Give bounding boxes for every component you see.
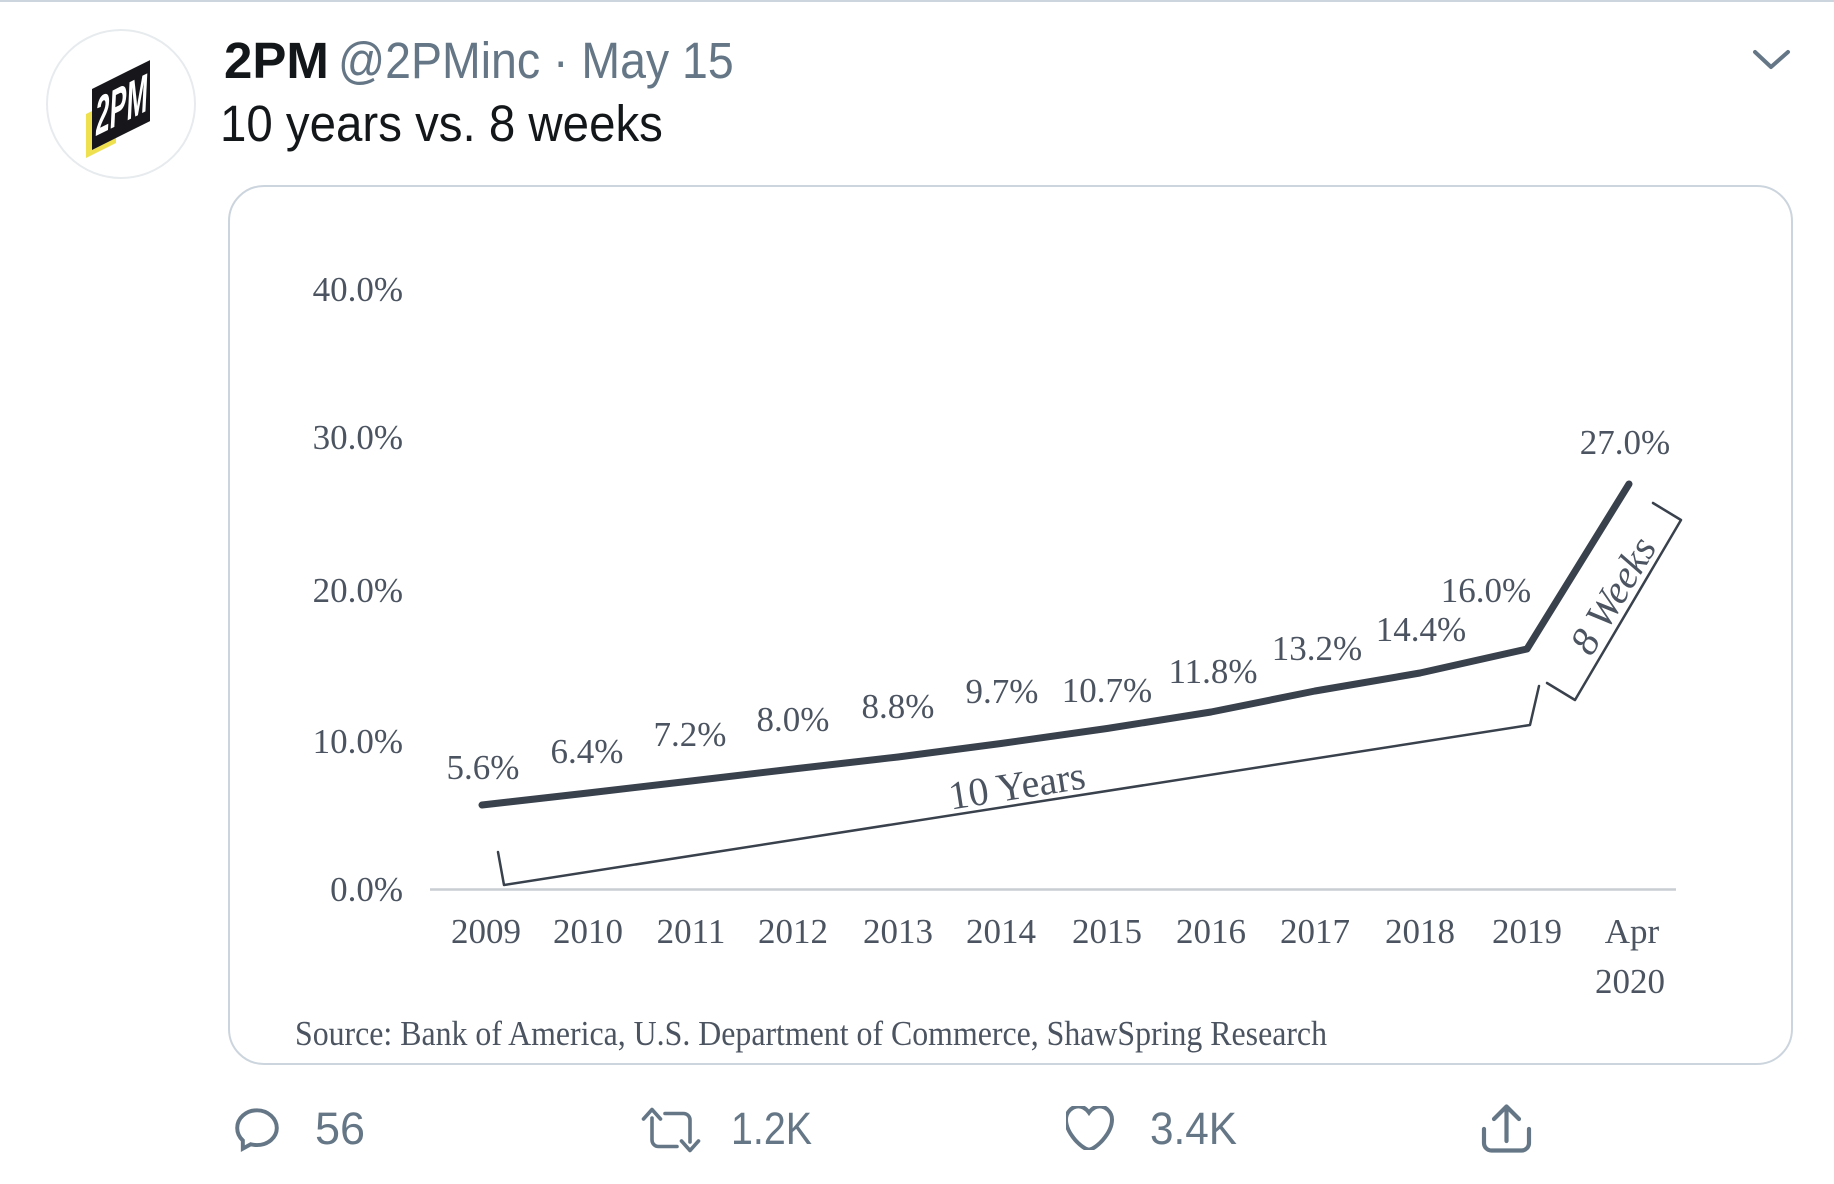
- svg-text:2015: 2015: [1072, 912, 1142, 951]
- svg-text:Source: Bank of America, U.S.: Source: Bank of America, U.S. Department…: [295, 1014, 1327, 1053]
- svg-text:9.7%: 9.7%: [966, 672, 1039, 711]
- svg-text:10.0%: 10.0%: [313, 722, 403, 761]
- svg-text:8.0%: 8.0%: [757, 700, 830, 739]
- svg-text:2018: 2018: [1385, 912, 1455, 951]
- svg-text:8.8%: 8.8%: [862, 687, 935, 726]
- svg-text:2017: 2017: [1280, 912, 1350, 951]
- svg-text:27.0%: 27.0%: [1580, 423, 1670, 462]
- svg-text:16.0%: 16.0%: [1441, 571, 1531, 610]
- svg-text:2011: 2011: [657, 912, 726, 951]
- svg-text:2020: 2020: [1595, 962, 1665, 1001]
- svg-text:10.7%: 10.7%: [1062, 671, 1152, 710]
- svg-text:2009: 2009: [451, 912, 521, 951]
- svg-text:0.0%: 0.0%: [330, 870, 403, 909]
- svg-text:11.8%: 11.8%: [1168, 652, 1257, 691]
- svg-text:2019: 2019: [1492, 912, 1562, 951]
- svg-text:7.2%: 7.2%: [654, 715, 727, 754]
- svg-text:Apr: Apr: [1605, 912, 1660, 951]
- svg-text:14.4%: 14.4%: [1376, 610, 1466, 649]
- svg-text:20.0%: 20.0%: [313, 571, 403, 610]
- svg-text:2013: 2013: [863, 912, 933, 951]
- svg-text:2010: 2010: [553, 912, 623, 951]
- svg-text:6.4%: 6.4%: [551, 732, 624, 771]
- svg-text:8 Weeks: 8 Weeks: [1560, 529, 1665, 662]
- svg-text:2016: 2016: [1176, 912, 1246, 951]
- svg-text:2012: 2012: [758, 912, 828, 951]
- svg-text:10 Years: 10 Years: [945, 753, 1088, 819]
- svg-text:40.0%: 40.0%: [313, 270, 403, 309]
- svg-text:5.6%: 5.6%: [447, 748, 520, 787]
- svg-text:13.2%: 13.2%: [1272, 629, 1362, 668]
- svg-text:2014: 2014: [966, 912, 1036, 951]
- svg-text:30.0%: 30.0%: [313, 418, 403, 457]
